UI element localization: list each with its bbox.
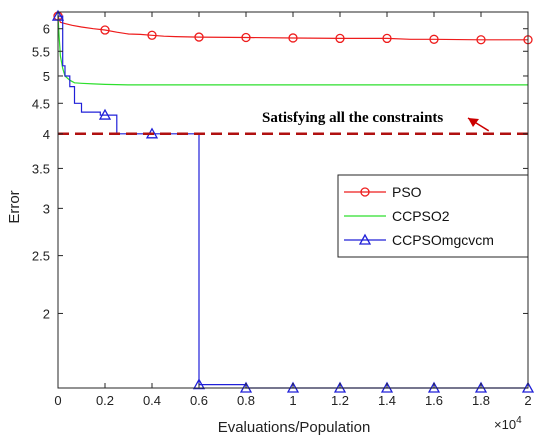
legend-label-pso: PSO	[392, 184, 422, 200]
x-axis-label: Evaluations/Population	[218, 419, 371, 436]
data-point-pso	[147, 30, 157, 40]
data-point-ccpsomgcvcm	[192, 378, 206, 390]
series-line-ccpsomgcvcm	[58, 15, 528, 389]
x-tick-label: 2	[524, 393, 531, 408]
x-tick-label: 0.2	[96, 393, 114, 408]
annotation-arrow-head	[468, 118, 479, 127]
series-line-ccpso2	[57, 16, 528, 86]
y-tick-label: 2	[43, 306, 50, 321]
x-multiplier-base: ×10	[494, 417, 516, 432]
series-layer	[51, 9, 535, 393]
constraint-annotation: Satisfying all the constraints	[262, 110, 443, 126]
x-tick-label: 1.4	[378, 393, 396, 408]
y-tick-label: 3.5	[32, 161, 50, 176]
y-tick-label: 4	[43, 127, 50, 142]
x-tick-label: 0.6	[190, 393, 208, 408]
series-line-pso	[57, 15, 528, 41]
x-tick-label: 1.2	[331, 393, 349, 408]
legend: PSO CCPSO2 CCPSOmgcvcm	[337, 174, 529, 258]
ticks-layer: 0 0.2 0.4 0.6 0.8 1 1.2 1.4 1.6 1.8 2 2 2.5 3 3.5 4 4.5 5…	[32, 12, 532, 408]
x-tick-label: 0	[54, 393, 61, 408]
x-tick-label: 1.6	[425, 393, 443, 408]
data-point-ccpsomgcvcm	[98, 108, 112, 120]
legend-marker-ccpsomgcvcm	[358, 233, 372, 245]
data-point-pso	[288, 33, 298, 43]
legend-label-ccpsomgcvcm: CCPSOmgcvcm	[392, 232, 494, 248]
data-point-pso	[194, 32, 204, 42]
y-tick-label: 3	[43, 201, 50, 216]
y-tick-label: 5	[43, 69, 50, 84]
y-tick-label: 2.5	[32, 249, 50, 264]
y-axis-label: Error	[6, 190, 23, 223]
legend-items	[344, 187, 386, 245]
data-point-pso	[100, 25, 110, 35]
y-tick-label: 6	[43, 22, 50, 37]
x-tick-label: 0.4	[143, 393, 161, 408]
data-point-pso	[429, 34, 439, 44]
y-tick-label: 5.5	[32, 44, 50, 59]
x-multiplier-label: ×104	[494, 415, 522, 432]
series-ccpso2	[57, 16, 528, 86]
x-multiplier-exponent: 4	[516, 415, 522, 426]
annotation-arrow	[467, 117, 490, 132]
legend-marker-pso	[360, 187, 370, 197]
data-point-pso	[476, 35, 486, 45]
legend-label-ccpso2: CCPSO2	[392, 208, 450, 224]
y-tick-label: 4.5	[32, 96, 50, 111]
data-point-pso	[335, 33, 345, 44]
x-tick-label: 1	[289, 393, 296, 408]
x-tick-label: 0.8	[237, 393, 255, 408]
x-tick-label: 1.8	[472, 393, 490, 408]
series-pso	[53, 11, 533, 45]
data-point-pso	[382, 33, 392, 44]
data-point-pso	[241, 32, 251, 43]
